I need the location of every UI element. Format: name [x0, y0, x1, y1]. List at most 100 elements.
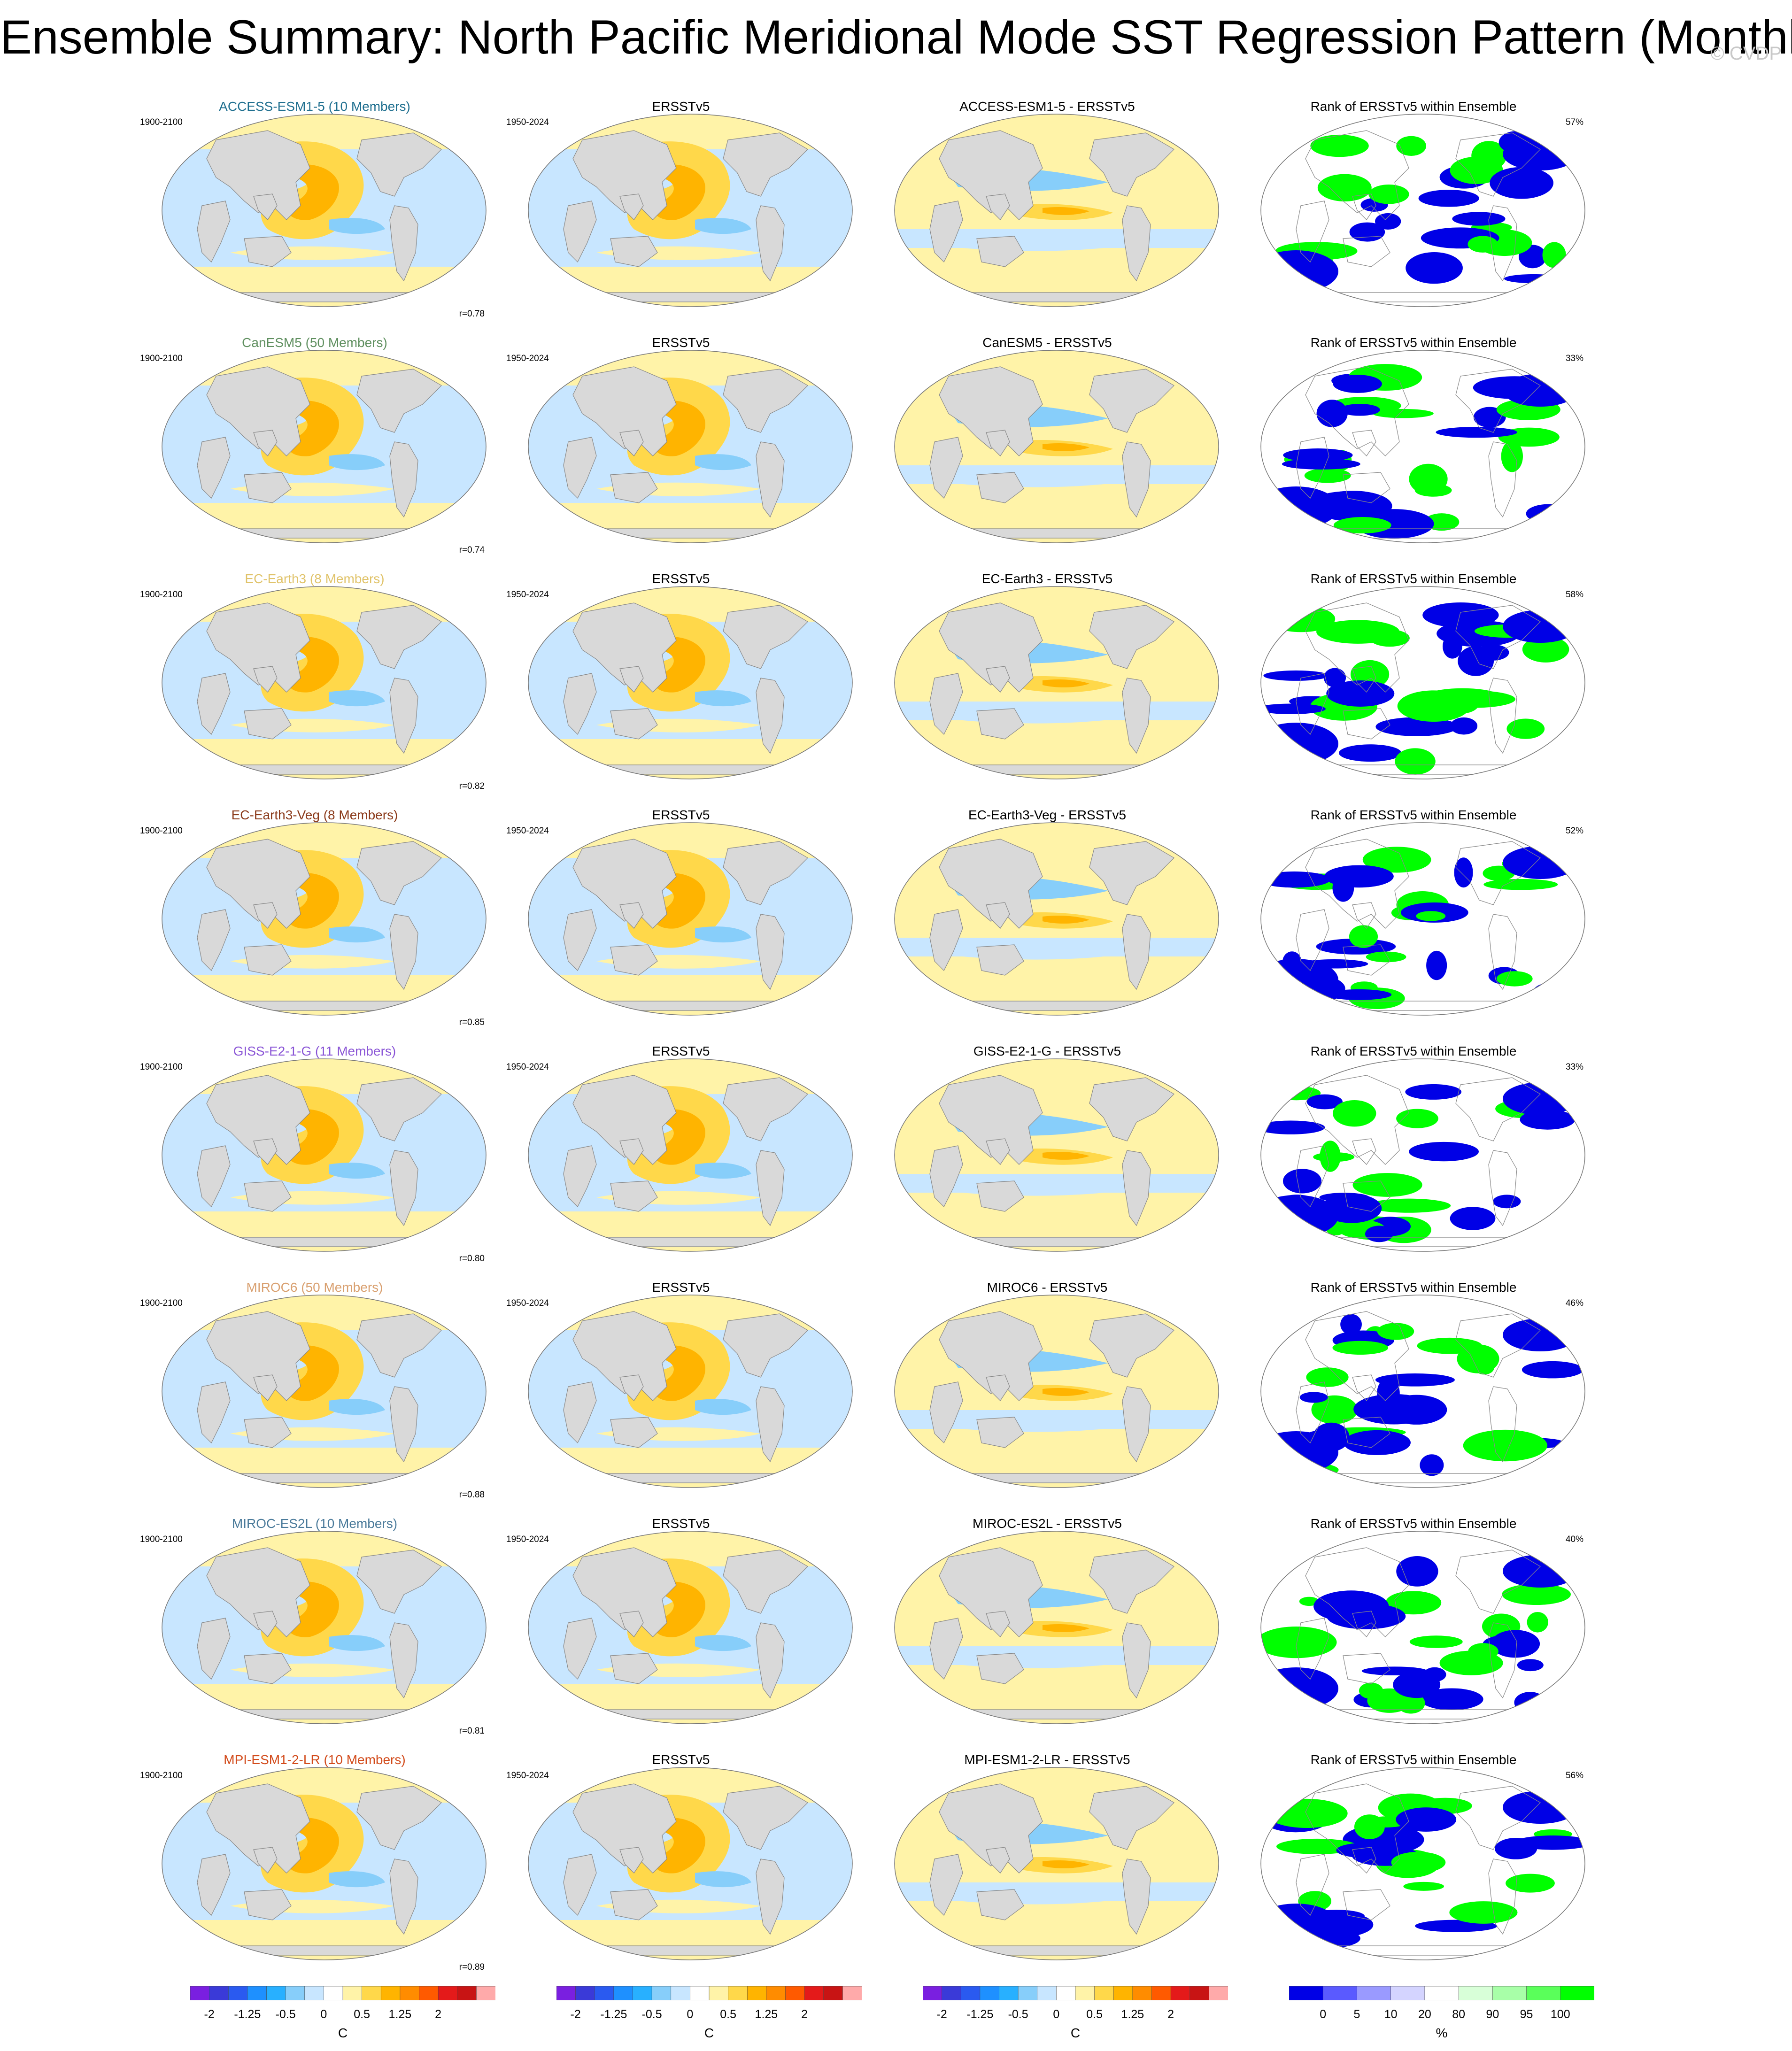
- rank-map-svg: [1260, 1295, 1585, 1488]
- obs-panel-title: ERSSTv5: [652, 1516, 710, 1531]
- colorbar-swatch: [1289, 1986, 1324, 2000]
- obs-panel: ERSSTv5 1950-2024: [502, 335, 859, 571]
- colorbar-swatch: [728, 1986, 748, 2000]
- period-label: 1950-2024: [506, 590, 549, 600]
- colorbar-swatch: [190, 1986, 210, 2000]
- colorbar-swatch: [594, 1986, 614, 2000]
- difference-panel: ACCESS-ESM1-5 - ERSSTv5: [869, 99, 1226, 334]
- difference-panel-title: ACCESS-ESM1-5 - ERSSTv5: [959, 99, 1135, 114]
- colorbar-swatch: [747, 1986, 767, 2000]
- colorbar-tick-label: -2: [570, 2008, 581, 2021]
- obs-map: [526, 1056, 855, 1254]
- colorbar-swatch: [690, 1986, 710, 2000]
- period-label: 1900-2100: [140, 1771, 183, 1781]
- colorbar-swatch: [633, 1986, 652, 2000]
- obs-panel: ERSSTv5 1950-2024: [502, 1516, 859, 1751]
- model-panel: ACCESS-ESM1-5 (10 Members) 1900-2100 r=0.7…: [136, 99, 493, 334]
- obs-panel-title: ERSSTv5: [652, 1280, 710, 1295]
- obs-map-svg: [528, 1058, 853, 1252]
- colorbar-swatch: [999, 1986, 1019, 2000]
- model-panel: MPI-ESM1-2-LR (10 Members) 1900-2100 r=0.8…: [136, 1752, 493, 1988]
- colorbar-swatch: [556, 1986, 576, 2000]
- obs-panel: ERSSTv5 1950-2024: [502, 1280, 859, 1515]
- obs-map: [526, 820, 855, 1018]
- colorbar-tick-label: 95: [1520, 2008, 1533, 2021]
- model-map: [160, 1529, 488, 1726]
- rank-map: [1259, 1293, 1587, 1490]
- rank-percent-label: 57%: [1565, 117, 1583, 127]
- model-map: [160, 1293, 488, 1490]
- model-map: [160, 1765, 488, 1962]
- rank-panel-title: Rank of ERSSTv5 within Ensemble: [1310, 335, 1517, 350]
- colorbar-tick-label: 0: [1053, 2008, 1060, 2021]
- period-label: 1950-2024: [506, 1062, 549, 1072]
- period-label: 1950-2024: [506, 1534, 549, 1544]
- colorbar-tick-label: 90: [1486, 2008, 1499, 2021]
- model-map: [160, 1056, 488, 1254]
- rank-panel-title: Rank of ERSSTv5 within Ensemble: [1310, 1044, 1517, 1058]
- colorbar-tick-label: -1.25: [600, 2008, 627, 2021]
- difference-panel: MIROC6 - ERSSTv5: [869, 1280, 1226, 1515]
- rank-panel-title: Rank of ERSSTv5 within Ensemble: [1310, 1752, 1517, 1767]
- rank-panel-title: Rank of ERSSTv5 within Ensemble: [1310, 808, 1517, 822]
- difference-panel: CanESM5 - ERSSTv5: [869, 335, 1226, 571]
- rank-map-svg: [1260, 1531, 1585, 1724]
- colorbar-swatch: [1209, 1986, 1228, 2000]
- rank-map: [1259, 1529, 1587, 1726]
- colorbar-swatch: [1560, 1986, 1594, 2000]
- colorbar-swatch: [942, 1986, 962, 2000]
- colorbar-swatch: [419, 1986, 439, 2000]
- colorbar-swatch: [651, 1986, 672, 2000]
- difference-panel-title: MIROC-ES2L - ERSSTv5: [973, 1516, 1122, 1531]
- rank-percent-label: 46%: [1565, 1298, 1583, 1308]
- obs-map: [526, 1765, 855, 1962]
- obs-panel-title: ERSSTv5: [652, 99, 710, 114]
- colorbar-swatch: [285, 1986, 305, 2000]
- colorbar-swatch: [709, 1986, 729, 2000]
- period-label: 1900-2100: [140, 117, 183, 127]
- colorbar-swatch: [1357, 1986, 1391, 2000]
- colorbar: -2 -1.25 -0.5 0 0.5 1.25 2 C: [556, 1986, 862, 2040]
- obs-map-svg: [528, 350, 853, 543]
- colorbar-units-label: C: [338, 2026, 348, 2040]
- difference-panel: EC-Earth3 - ERSSTv5: [869, 571, 1226, 807]
- colorbar-tick-label: -0.5: [641, 2008, 662, 2021]
- obs-panel: ERSSTv5 1950-2024: [502, 807, 859, 1043]
- colorbar-swatch: [1151, 1986, 1171, 2000]
- difference-panel-title: GISS-E2-1-G - ERSSTv5: [973, 1044, 1121, 1058]
- pattern-correlation-label: r=0.82: [459, 781, 485, 791]
- rank-map: [1259, 820, 1587, 1018]
- colorbar-swatch: [438, 1986, 458, 2000]
- difference-panel-title: EC-Earth3 - ERSSTv5: [981, 571, 1113, 586]
- period-label: 1900-2100: [140, 354, 183, 363]
- colorbar-swatch: [960, 1986, 981, 2000]
- obs-map: [526, 348, 855, 545]
- rank-panel-title: Rank of ERSSTv5 within Ensemble: [1310, 1280, 1517, 1295]
- model-panel: GISS-E2-1-G (11 Members) 1900-2100 r=0.80: [136, 1043, 493, 1279]
- colorbar-swatch: [342, 1986, 363, 2000]
- colorbar-swatches: [923, 1986, 1228, 2000]
- obs-panel-title: ERSSTv5: [652, 571, 710, 586]
- rank-panel: Rank of ERSSTv5 within Ensemble 58%: [1235, 571, 1592, 807]
- colorbar-swatch: [804, 1986, 824, 2000]
- model-panel-title: EC-Earth3 (8 Members): [245, 571, 385, 586]
- colorbar-tick-label: 0: [687, 2008, 694, 2021]
- colorbar-swatch: [1056, 1986, 1076, 2000]
- colorbar-swatch: [1322, 1986, 1358, 2000]
- pattern-correlation-label: r=0.74: [459, 545, 485, 555]
- obs-panel-title: ERSSTv5: [652, 808, 710, 822]
- period-label: 1900-2100: [140, 1062, 183, 1072]
- obs-map: [526, 112, 855, 309]
- diff-map-svg: [894, 350, 1219, 543]
- colorbar-swatch: [209, 1986, 229, 2000]
- model-panel: EC-Earth3 (8 Members) 1900-2100 r=0.82: [136, 571, 493, 807]
- pattern-correlation-label: r=0.81: [459, 1726, 485, 1736]
- colorbar-swatch: [362, 1986, 382, 2000]
- obs-panel: ERSSTv5 1950-2024: [502, 1043, 859, 1279]
- colorbar-swatch: [1424, 1986, 1459, 2000]
- colorbar: 0 5 10 20 80 90 95 100%: [1289, 1986, 1594, 2040]
- diff-map: [892, 1293, 1221, 1490]
- colorbar-tick-label: 0: [1320, 2008, 1327, 2021]
- colorbar-swatch: [842, 1986, 862, 2000]
- obs-map: [526, 1529, 855, 1726]
